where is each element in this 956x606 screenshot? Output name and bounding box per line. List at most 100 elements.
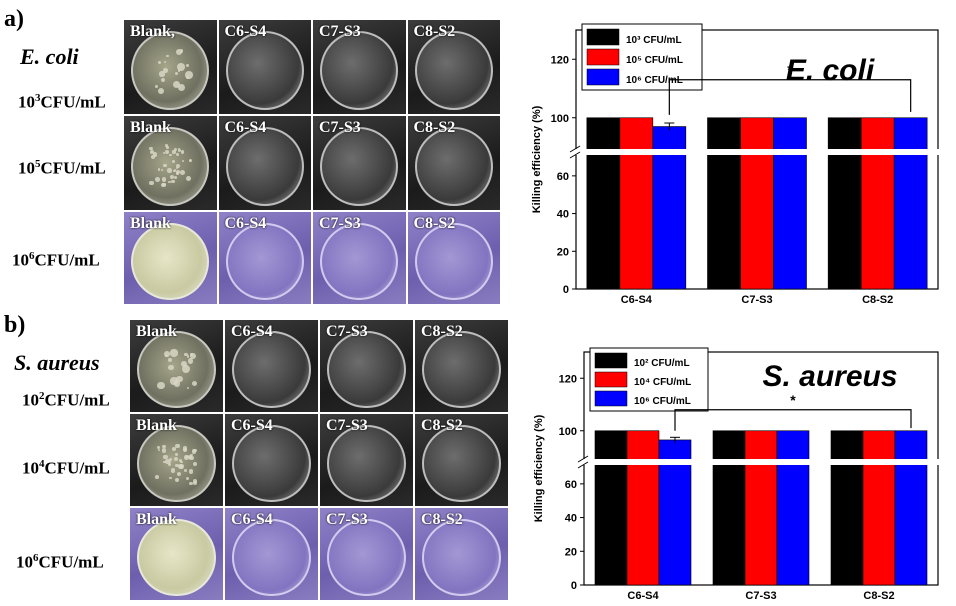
colony — [176, 471, 181, 476]
petri-dish — [414, 31, 493, 111]
colony — [163, 454, 168, 460]
axis-break-band — [580, 459, 942, 465]
colony — [173, 457, 178, 462]
colony — [180, 360, 187, 367]
petri-dish — [232, 425, 311, 503]
y-axis-label: Killing efficiency (%) — [531, 105, 543, 213]
colony — [154, 177, 160, 182]
plate-label: Blank — [136, 511, 177, 528]
plate-label: C7-S3 — [319, 23, 361, 40]
plate-label: C7-S3 — [326, 417, 368, 434]
colony — [165, 145, 169, 149]
petri-dish — [414, 223, 493, 301]
colony — [177, 69, 181, 72]
colony — [160, 78, 166, 83]
colony — [164, 351, 171, 358]
y-tick-label: 20 — [557, 246, 569, 258]
legend-swatch — [586, 48, 620, 66]
plate-photo: C8-S2 — [407, 116, 500, 210]
panel-letter-b: b) — [4, 312, 26, 338]
colony — [161, 448, 166, 453]
plate-photo: Blank, — [124, 20, 217, 114]
species-label-saureus: S. aureus — [14, 350, 100, 375]
plate-photo: C8-S2 — [407, 212, 500, 304]
colony — [184, 468, 188, 472]
x-tick-label: C8-S2 — [863, 590, 894, 602]
bar — [594, 430, 628, 586]
colony — [184, 352, 188, 357]
colony — [168, 457, 172, 461]
row-label: 105CFU/mL — [18, 158, 106, 178]
colony — [168, 365, 174, 371]
x-tick-label: C7-S3 — [745, 590, 776, 602]
y-tick-label: 60 — [557, 171, 569, 183]
plate-photo: C7-S3 — [313, 116, 406, 210]
colony — [189, 352, 196, 359]
axis-break-mark — [569, 151, 581, 159]
row-label: 106CFU/mL — [12, 250, 100, 270]
colony — [163, 163, 167, 168]
colony — [172, 159, 176, 164]
colony — [180, 461, 183, 464]
plate-photo: C6-S4 — [225, 414, 318, 506]
significance-marker: * — [790, 392, 796, 408]
colony — [193, 478, 198, 483]
colony — [150, 150, 155, 155]
bar — [626, 430, 660, 586]
plate-photo: C7-S3 — [313, 20, 406, 114]
x-tick-label: C7-S3 — [741, 294, 772, 306]
colony — [175, 163, 180, 168]
significance-marker: * — [787, 62, 793, 78]
panel-letter-a: a) — [4, 6, 24, 32]
colony — [174, 71, 178, 75]
petri-dish — [320, 127, 399, 207]
bar — [586, 117, 621, 290]
y-tick-label: 0 — [563, 284, 569, 296]
significance-bracket — [674, 409, 912, 431]
legend-swatch — [594, 352, 628, 369]
y-tick-label: 20 — [565, 546, 577, 558]
colony — [186, 387, 190, 390]
colony — [163, 461, 166, 464]
colony — [170, 175, 175, 180]
bar — [776, 430, 810, 586]
colony — [166, 55, 169, 58]
colony — [167, 463, 172, 467]
colony — [177, 147, 180, 150]
legend-label: 10⁶ CFU/mL — [634, 396, 691, 407]
colony — [170, 467, 176, 473]
colony — [173, 81, 181, 89]
bar — [619, 117, 654, 290]
colony — [191, 380, 197, 387]
plate-photo: Blank — [130, 320, 223, 412]
petri-dish — [320, 223, 399, 301]
plate-photo: C7-S3 — [313, 212, 406, 304]
y-tick-label: 100 — [551, 113, 569, 125]
petri-dish — [414, 127, 493, 207]
colony — [157, 61, 161, 65]
y-axis-label: Killing efficiency (%) — [533, 414, 545, 522]
y-tick-label: 120 — [559, 373, 577, 385]
colony — [185, 71, 193, 79]
plate-label: C7-S3 — [326, 511, 368, 528]
legend-swatch — [594, 390, 628, 407]
colony — [185, 476, 190, 481]
legend-label: 10² CFU/mL — [634, 358, 690, 369]
chart-title: S. aureus — [762, 360, 897, 393]
species-label-ecoli: E. coli — [20, 44, 79, 69]
bar — [860, 117, 895, 290]
colony — [157, 381, 166, 390]
y-tick-label: 40 — [565, 513, 577, 525]
colony — [161, 177, 167, 182]
colony — [165, 149, 170, 154]
chart-title: E. coli — [786, 54, 875, 87]
colony — [164, 144, 168, 148]
petri-dish — [232, 519, 311, 597]
plate-photo: C6-S4 — [225, 508, 318, 600]
plate-photo-grid-saureus: Blank C6-S4 C7-S3 C8-S2 Blank C6-S4 C7-S3 C8-S2… — [130, 320, 508, 600]
y-tick-label: 60 — [565, 479, 577, 491]
petri-dish — [327, 331, 406, 409]
axis-break-mark — [577, 455, 589, 463]
colony — [192, 461, 197, 466]
colony — [179, 49, 184, 54]
